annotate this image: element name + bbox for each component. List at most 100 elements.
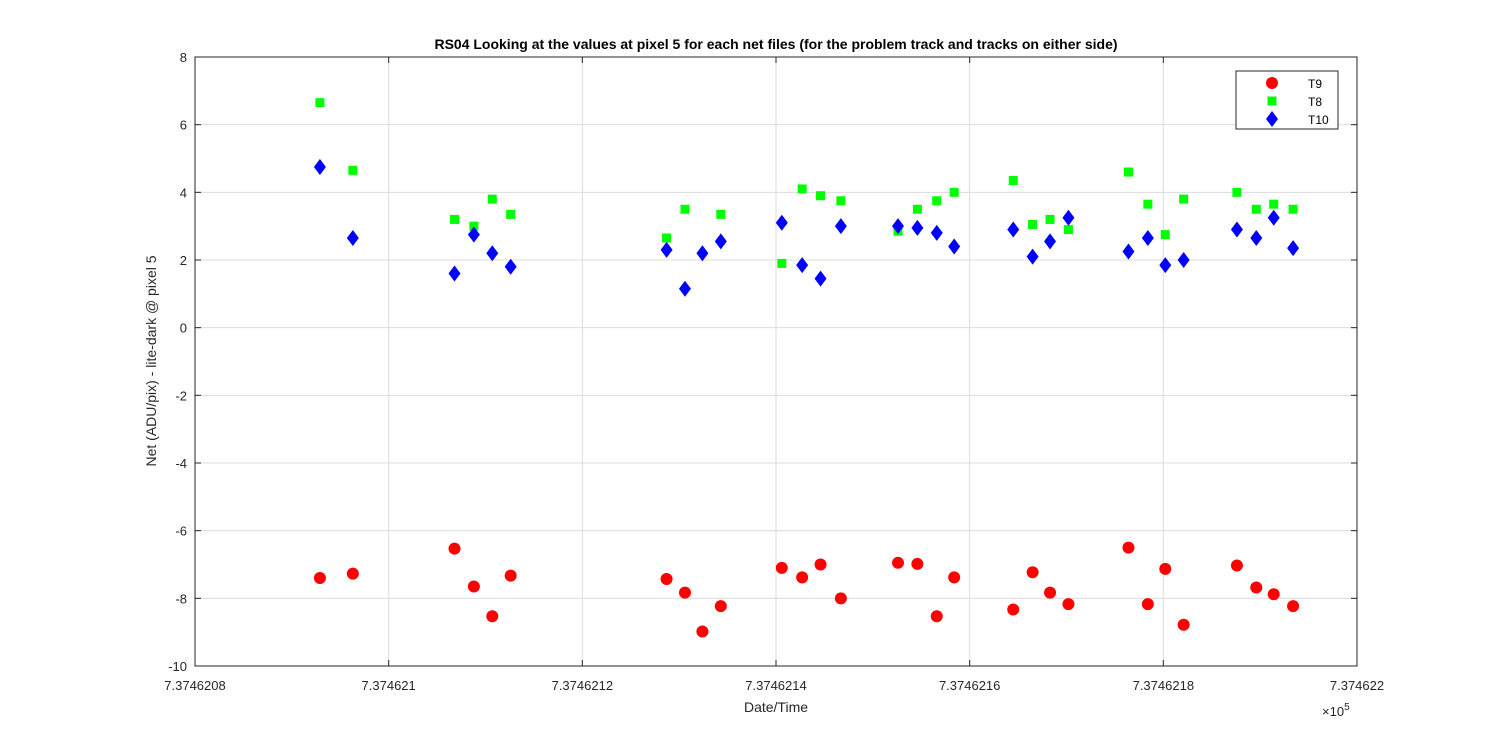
data-point-t8	[1123, 167, 1133, 177]
data-point-t10	[834, 218, 847, 235]
legend-label-t8: T8	[1308, 95, 1322, 109]
x-tick-label: 7.3746212	[552, 678, 613, 693]
data-point-t10	[948, 238, 961, 255]
data-point-t9	[1267, 588, 1280, 601]
data-point-t9	[1026, 566, 1039, 579]
data-point-t10	[1159, 257, 1172, 274]
data-point-t9	[1230, 559, 1243, 572]
data-point-t8	[836, 196, 846, 206]
data-point-t8	[506, 209, 516, 219]
legend-marker-t9	[1266, 77, 1278, 89]
data-point-t8	[469, 221, 479, 231]
y-tick-label: -6	[175, 524, 187, 539]
data-point-t10	[814, 270, 827, 287]
data-point-t10	[892, 218, 905, 235]
data-point-t8	[949, 187, 959, 197]
data-point-t8	[1288, 204, 1298, 214]
data-point-t10	[1026, 248, 1039, 265]
data-point-t9	[1062, 598, 1075, 611]
data-point-t8	[816, 191, 826, 201]
data-point-t10	[313, 158, 326, 175]
data-point-t10	[346, 230, 359, 247]
data-point-t8	[315, 98, 325, 108]
data-point-t8	[1251, 204, 1261, 214]
data-point-t9	[448, 542, 461, 555]
data-point-t10	[467, 226, 480, 243]
data-point-t10	[1044, 233, 1057, 250]
data-point-t9	[1122, 541, 1135, 554]
legend-marker-t8	[1267, 96, 1277, 106]
data-point-t10	[486, 245, 499, 262]
chart-title: RS04 Looking at the values at pixel 5 fo…	[434, 36, 1117, 52]
x-tick-label: 7.3746218	[1133, 678, 1194, 693]
data-point-t9	[1007, 603, 1020, 616]
data-point-t9	[930, 610, 943, 623]
data-point-t10	[1177, 252, 1190, 268]
data-point-t9	[834, 592, 847, 605]
data-point-t10	[1141, 230, 1154, 247]
data-point-t9	[346, 567, 359, 580]
data-point-t9	[696, 625, 709, 638]
y-tick-label: -4	[175, 456, 187, 471]
data-point-t9	[1287, 600, 1300, 613]
data-point-t9	[1250, 581, 1263, 594]
data-point-t10	[504, 258, 517, 275]
data-point-t8	[912, 204, 922, 214]
data-point-t10	[1122, 243, 1135, 260]
data-point-t9	[796, 571, 809, 584]
data-point-t8	[1063, 225, 1073, 235]
x-tick-label: 7.374621	[362, 678, 416, 693]
legend-box	[1235, 70, 1339, 130]
data-point-t9	[911, 557, 924, 570]
data-point-t10	[714, 233, 727, 250]
y-tick-label: 8	[180, 50, 187, 65]
data-point-t10	[930, 224, 943, 241]
data-point-t10	[1230, 221, 1243, 238]
data-point-t9	[313, 572, 326, 585]
data-point-t9	[1044, 586, 1057, 599]
data-point-t8	[932, 196, 942, 206]
legend: T9 T8 T10	[1235, 70, 1339, 130]
x-axis-exponent-power: 5	[1344, 702, 1350, 713]
data-point-t8	[716, 209, 726, 219]
data-point-t8	[680, 204, 690, 214]
data-point-t8	[1143, 199, 1153, 209]
data-point-t10	[911, 219, 924, 236]
data-point-t10	[448, 265, 461, 282]
data-point-t9	[1159, 562, 1172, 575]
data-point-t8	[1232, 187, 1242, 197]
data-point-t10	[696, 245, 709, 262]
x-axis-label: Date/Time	[744, 699, 808, 715]
x-axis-exponent: ×105	[1322, 702, 1350, 719]
legend-label-t10: T10	[1308, 113, 1329, 127]
data-markers	[313, 98, 1300, 638]
data-point-t9	[892, 556, 905, 569]
data-point-t10	[660, 241, 673, 258]
data-point-t8	[1008, 175, 1018, 185]
data-point-t9	[948, 571, 961, 584]
legend-marker-t10	[1266, 111, 1278, 127]
data-point-t9	[504, 569, 517, 582]
data-point-t8	[777, 258, 787, 268]
x-axis-exponent-base: ×10	[1322, 704, 1344, 719]
axis-ticks: 7.3746208 7.374621 7.3746212 7.3746214 7.374…	[164, 50, 1384, 693]
data-point-t9	[714, 600, 727, 613]
data-point-t8	[1045, 214, 1055, 224]
data-point-t10	[1267, 209, 1280, 226]
data-point-t9	[814, 558, 827, 571]
x-tick-label: 7.374622	[1330, 678, 1384, 693]
x-tick-label: 7.3746214	[745, 678, 806, 693]
data-point-t9	[467, 580, 480, 593]
data-point-t10	[775, 214, 788, 231]
y-tick-label: 0	[180, 321, 187, 336]
data-point-t8	[1028, 219, 1038, 229]
y-tick-label: -10	[168, 659, 187, 674]
data-point-t9	[1141, 598, 1154, 611]
data-point-t9	[1177, 618, 1190, 631]
data-point-t9	[486, 610, 499, 623]
y-tick-label: 4	[180, 185, 187, 200]
x-tick-label: 7.3746216	[939, 678, 1000, 693]
data-point-t8	[1179, 194, 1189, 204]
y-axis-label: Net (ADU/pix) - lite-dark @ pixel 5	[143, 255, 159, 466]
y-tick-label: -2	[175, 388, 187, 403]
